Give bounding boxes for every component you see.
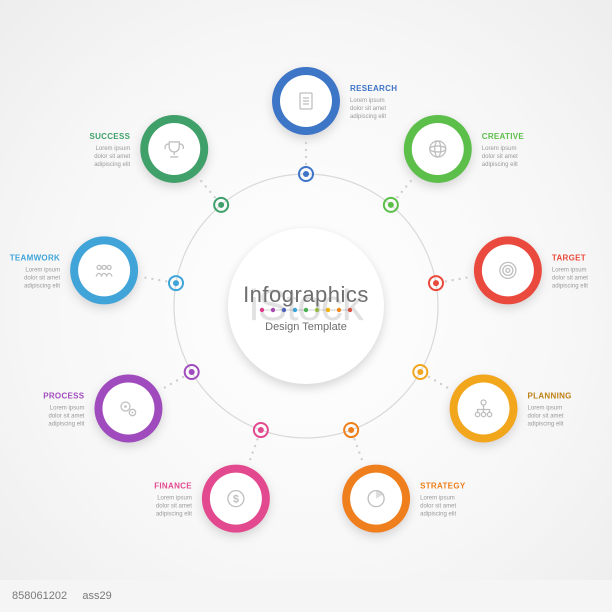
node-creative-label: CREATIVE Lorem ipsum dolor sit amet adipisc…: [482, 132, 525, 168]
svg-text:Design Template: Design Template: [265, 321, 347, 333]
svg-text:dolor sit amet: dolor sit amet: [482, 154, 518, 160]
svg-text:RESEARCH: RESEARCH: [350, 84, 397, 93]
node-finance-label: FINANCE Lorem ipsum dolor sit amet adipisci…: [154, 482, 192, 518]
svg-text:Lorem ipsum: Lorem ipsum: [96, 146, 131, 152]
node-research: [272, 67, 340, 135]
svg-text:Lorem ipsum: Lorem ipsum: [50, 406, 85, 412]
svg-text:adipiscing elit: adipiscing elit: [94, 162, 130, 168]
svg-text:SUCCESS: SUCCESS: [89, 132, 130, 141]
svg-text:adipiscing elit: adipiscing elit: [528, 422, 564, 428]
node-success-label: SUCCESS Lorem ipsum dolor sit amet adipisci…: [89, 132, 130, 168]
node-finance: $: [202, 465, 270, 533]
svg-text:Infographics: Infographics: [243, 282, 369, 307]
svg-text:FINANCE: FINANCE: [154, 482, 192, 491]
node-process: [94, 375, 162, 443]
svg-text:Lorem ipsum: Lorem ipsum: [482, 146, 517, 152]
node-teamwork-label: TEAMWORK Lorem ipsum dolor sit amet adipisc…: [10, 253, 61, 289]
svg-text:dolor sit amet: dolor sit amet: [24, 275, 60, 281]
node-research-label: RESEARCH Lorem ipsum dolor sit amet adipisc…: [350, 84, 397, 120]
node-success: [140, 115, 208, 183]
footer-id: 858061202: [12, 590, 67, 602]
svg-text:PROCESS: PROCESS: [43, 392, 85, 401]
node-process-label: PROCESS Lorem ipsum dolor sit amet adipisci…: [43, 392, 85, 428]
svg-text:adipiscing elit: adipiscing elit: [48, 422, 84, 428]
node-target-label: TARGET Lorem ipsum dolor sit amet adipiscin…: [552, 253, 588, 289]
node-target: [474, 236, 542, 304]
node-planning-label: PLANNING Lorem ipsum dolor sit amet adipisc…: [528, 392, 572, 428]
svg-text:dolor sit amet: dolor sit amet: [528, 414, 564, 420]
svg-text:Lorem ipsum: Lorem ipsum: [157, 496, 192, 502]
node-planning: [450, 375, 518, 443]
svg-text:adipiscing elit: adipiscing elit: [350, 114, 386, 120]
svg-text:adipiscing elit: adipiscing elit: [420, 512, 456, 518]
node-creative: [404, 115, 472, 183]
footer-credit: ass29: [82, 590, 111, 602]
diagram-svg: RESEARCH Lorem ipsum dolor sit amet adipisc…: [0, 0, 612, 612]
svg-text:STRATEGY: STRATEGY: [420, 482, 466, 491]
svg-text:Lorem ipsum: Lorem ipsum: [420, 496, 455, 502]
svg-text:dolor sit amet: dolor sit amet: [420, 504, 456, 510]
svg-text:adipiscing elit: adipiscing elit: [156, 512, 192, 518]
svg-text:dolor sit amet: dolor sit amet: [48, 414, 84, 420]
svg-text:adipiscing elit: adipiscing elit: [482, 162, 518, 168]
svg-text:TARGET: TARGET: [552, 253, 586, 262]
node-strategy-label: STRATEGY Lorem ipsum dolor sit amet adipisc…: [420, 482, 466, 518]
svg-text:Lorem ipsum: Lorem ipsum: [350, 98, 385, 104]
svg-text:dolor sit amet: dolor sit amet: [156, 504, 192, 510]
svg-text:$: $: [233, 494, 239, 506]
svg-text:CREATIVE: CREATIVE: [482, 132, 525, 141]
node-strategy: [342, 465, 410, 533]
svg-text:PLANNING: PLANNING: [528, 392, 572, 401]
svg-text:TEAMWORK: TEAMWORK: [10, 253, 60, 262]
node-teamwork: [70, 236, 138, 304]
svg-text:Lorem ipsum: Lorem ipsum: [528, 406, 563, 412]
svg-text:adipiscing elit: adipiscing elit: [24, 283, 60, 289]
infographic-stage: RESEARCH Lorem ipsum dolor sit amet adipisc…: [0, 0, 612, 612]
svg-text:adipiscing elit: adipiscing elit: [552, 283, 588, 289]
svg-text:dolor sit amet: dolor sit amet: [552, 275, 588, 281]
svg-text:Lorem ipsum: Lorem ipsum: [25, 267, 60, 273]
footer: 858061202 ass29: [12, 590, 112, 602]
svg-text:dolor sit amet: dolor sit amet: [94, 154, 130, 160]
svg-text:Lorem ipsum: Lorem ipsum: [552, 267, 587, 273]
svg-text:dolor sit amet: dolor sit amet: [350, 106, 386, 112]
